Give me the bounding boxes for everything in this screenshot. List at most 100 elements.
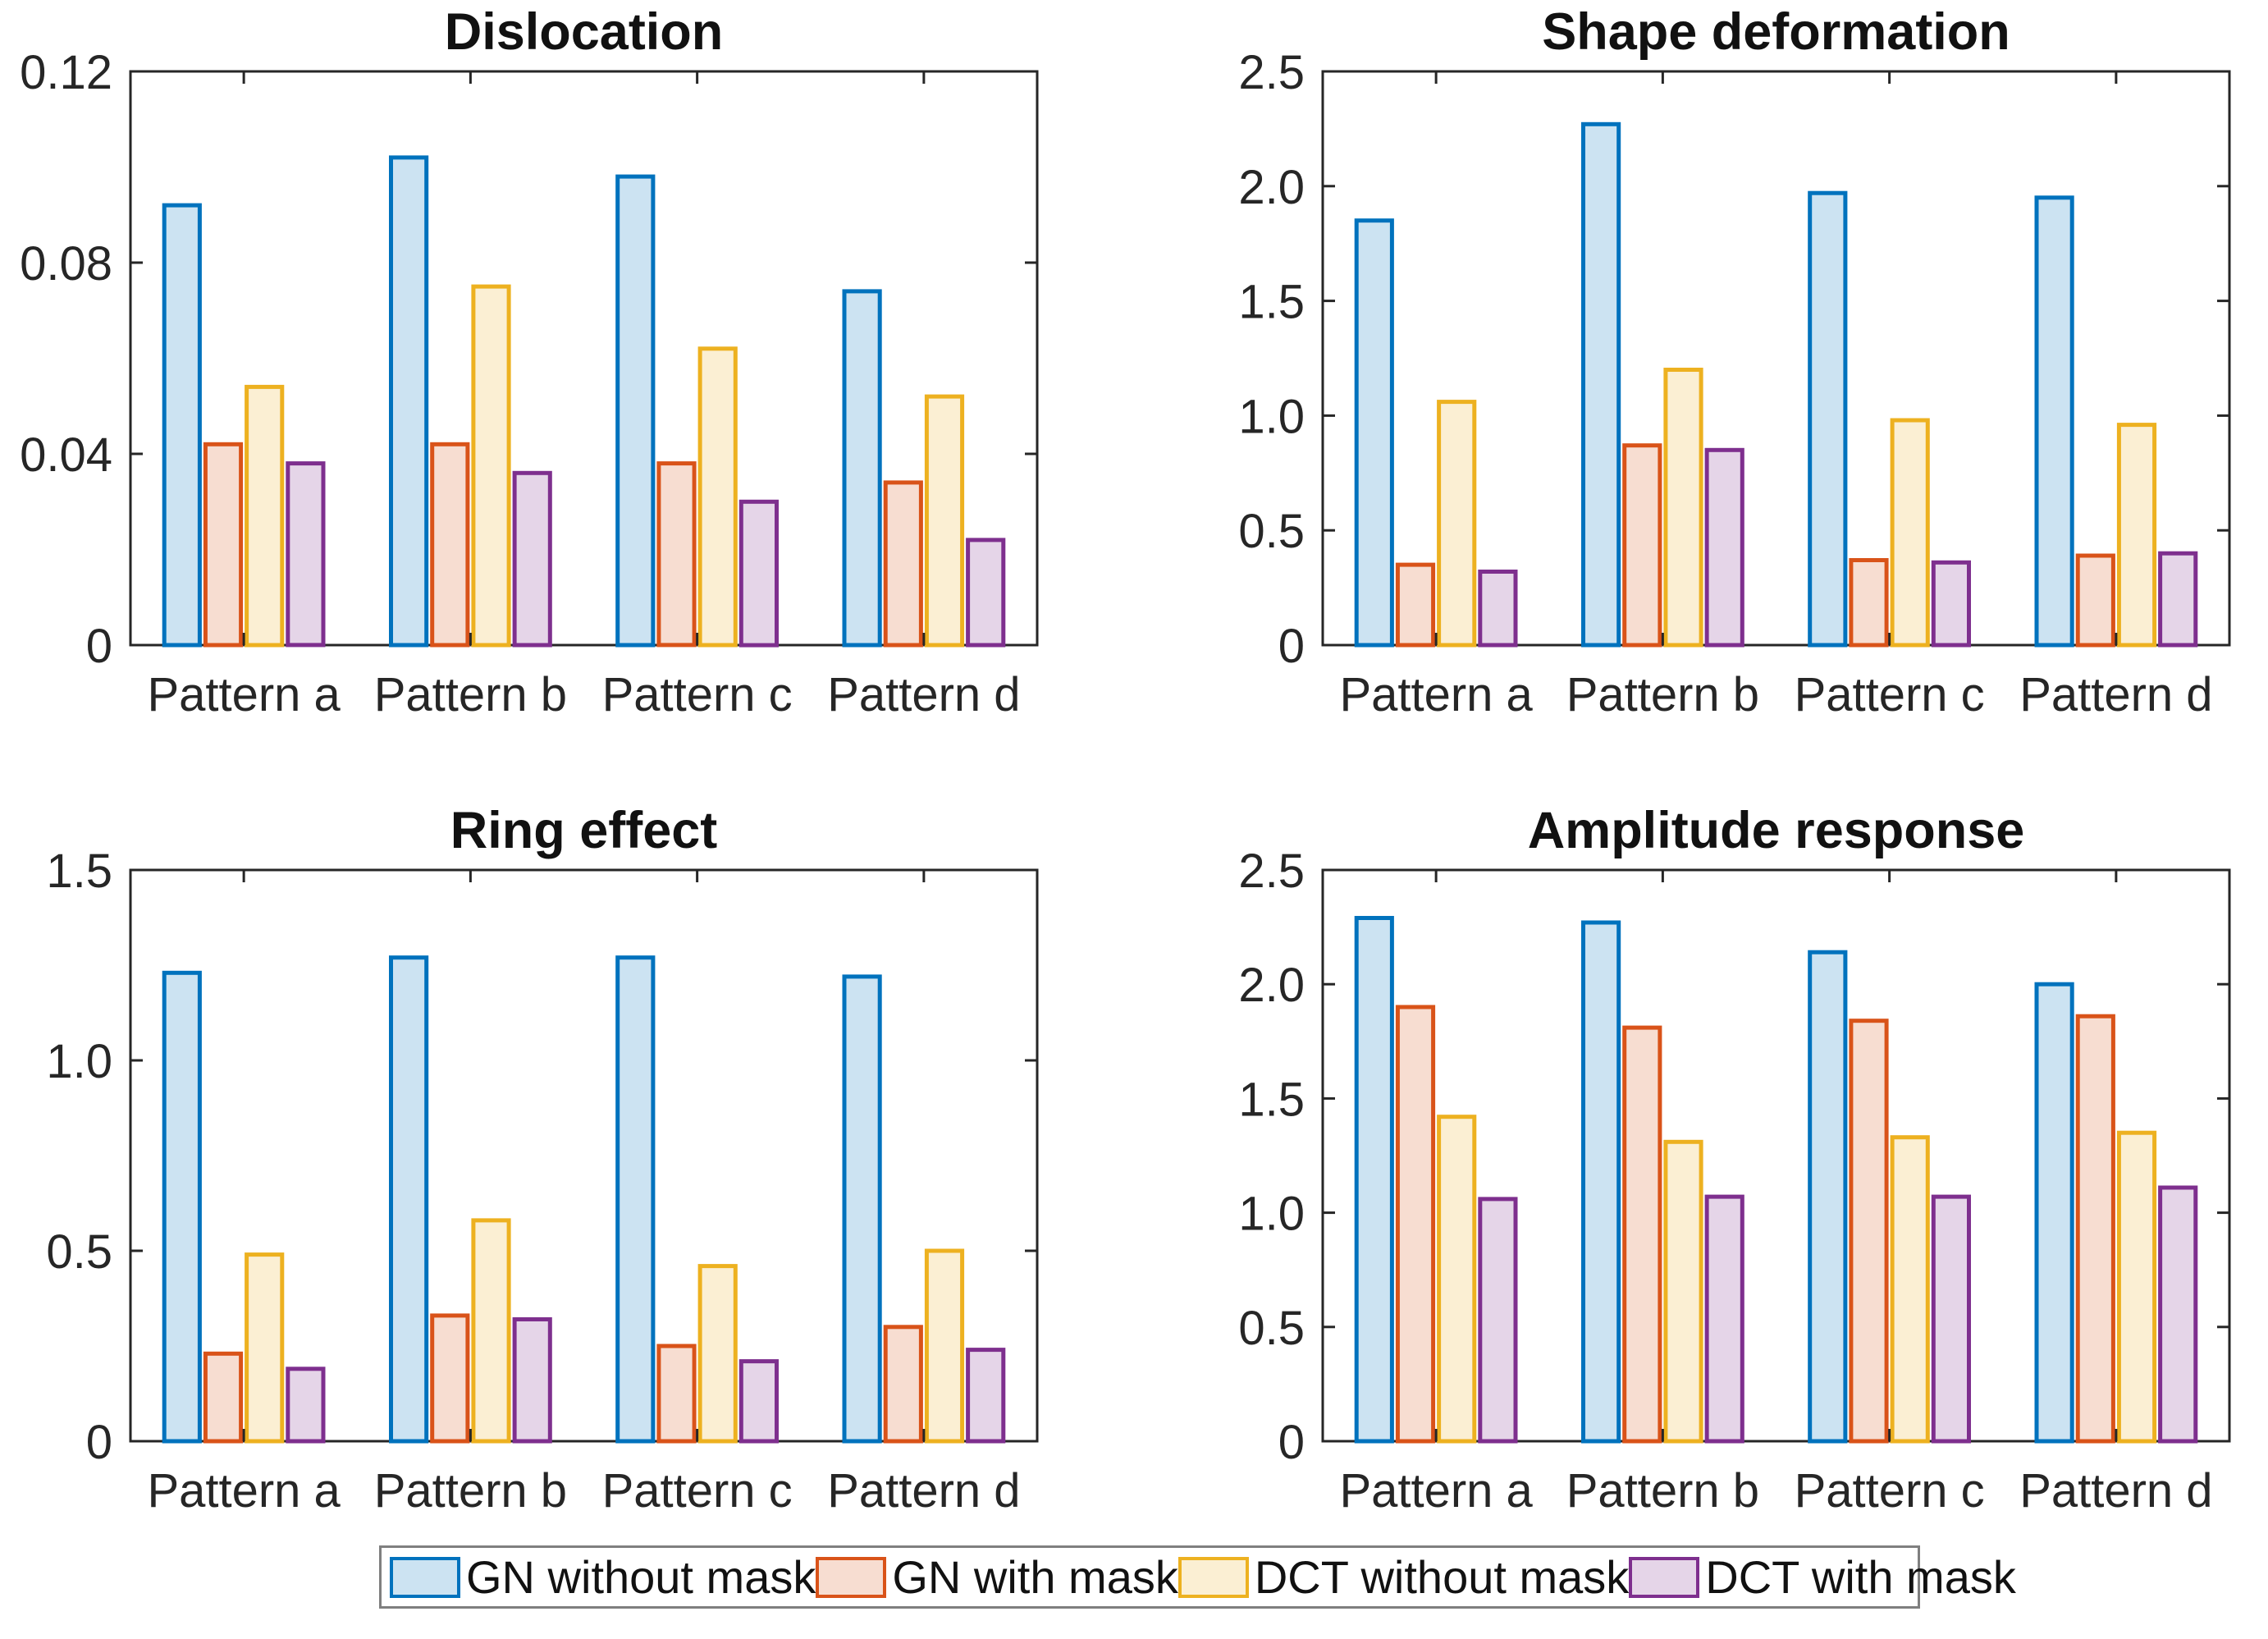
y-tick-label: 0.5 [1238, 505, 1305, 558]
bar-dct-with-mask-pattern-b [512, 1317, 552, 1444]
bar-dct-with-mask-pattern-a [286, 461, 326, 648]
bar-gn-without-mask-pattern-d [2034, 982, 2074, 1444]
bar-dct-without-mask-pattern-b [1663, 1139, 1703, 1444]
bar-gn-with-mask-pattern-d [2075, 1014, 2115, 1444]
x-tick-label: Pattern d [2019, 668, 2212, 721]
y-tick-label: 0.08 [20, 237, 112, 291]
x-tick-label: Pattern b [1566, 1464, 1759, 1518]
y-tick-label: 1.5 [1238, 1073, 1305, 1126]
bar-gn-with-mask-pattern-b [1622, 443, 1662, 648]
bar-gn-with-mask-pattern-c [656, 461, 697, 648]
y-tick-label: 2.0 [1238, 959, 1305, 1012]
bar-dct-without-mask-pattern-c [1890, 418, 1930, 648]
bar-gn-without-mask-pattern-a [162, 970, 202, 1444]
bar-gn-without-mask-pattern-b [1581, 121, 1621, 648]
y-tick-label: 0.5 [46, 1225, 112, 1279]
x-tick-label: Pattern b [374, 668, 567, 721]
bar-gn-without-mask-pattern-c [615, 174, 656, 648]
x-tick-label: Pattern b [1566, 668, 1759, 721]
legend-label: GN without mask [466, 1550, 816, 1603]
plot-box [1321, 868, 2231, 1443]
chart-title-ring-effect: Ring effect [450, 802, 718, 859]
bar-dct-with-mask-pattern-b [1704, 447, 1744, 648]
bar-dct-with-mask-pattern-a [1478, 570, 1518, 648]
bar-gn-without-mask-pattern-d [842, 289, 882, 648]
bar-dct-without-mask-pattern-a [1437, 1115, 1477, 1444]
y-tick-label: 2.5 [1238, 46, 1305, 99]
bar-gn-with-mask-pattern-a [203, 442, 244, 648]
bar-dct-with-mask-pattern-c [1931, 1194, 1972, 1444]
legend: GN without mask GN with mask DCT without… [379, 1545, 2016, 1609]
bar-gn-with-mask-pattern-a [1395, 1005, 1436, 1444]
bar-dct-with-mask-pattern-b [1704, 1194, 1744, 1444]
bar-dct-with-mask-pattern-d [2158, 551, 2198, 648]
bar-gn-without-mask-pattern-b [389, 955, 429, 1444]
bar-dct-with-mask-pattern-c [738, 499, 779, 648]
bar-dct-with-mask-pattern-a [1478, 1197, 1518, 1444]
y-tick-label: 0 [86, 1416, 112, 1469]
legend-swatch-gn-with-mask [816, 1556, 887, 1598]
plot-box [129, 70, 1039, 647]
bar-dct-without-mask-pattern-d [924, 1248, 965, 1444]
bar-gn-with-mask-pattern-c [1849, 1019, 1889, 1444]
y-tick-label: 1.0 [1238, 390, 1305, 443]
y-tick-label: 1.0 [1238, 1188, 1305, 1241]
x-tick-label: Pattern c [1795, 668, 1985, 721]
y-tick-label: 1.5 [46, 845, 112, 898]
legend-label: GN with mask [892, 1550, 1178, 1603]
bar-dct-with-mask-pattern-d [966, 1348, 1006, 1444]
x-tick-label: Pattern a [147, 668, 341, 721]
bar-gn-without-mask-pattern-c [1808, 190, 1848, 648]
bar-dct-without-mask-pattern-d [924, 394, 965, 648]
y-tick-label: 0 [86, 620, 112, 673]
y-tick-label: 1.5 [1238, 276, 1305, 329]
legend-item-dct-without-mask: DCT without mask [1177, 1550, 1630, 1603]
legend-swatch-dct-with-mask [1629, 1556, 1700, 1598]
bar-gn-without-mask-pattern-a [1354, 916, 1394, 1444]
legend-swatch-dct-without-mask [1177, 1556, 1249, 1598]
chart-shape-deformation: 0 0.5 1.0 1.5 2.0 2.5 Pattern a Pattern b Patter… [1238, 46, 2231, 721]
bar-dct-without-mask-pattern-b [471, 284, 511, 648]
bar-gn-with-mask-pattern-b [1622, 1025, 1662, 1444]
chart-title-shape-deformation: Shape deformation [1542, 3, 2010, 61]
bar-gn-with-mask-pattern-a [1395, 562, 1436, 648]
bar-dct-without-mask-pattern-c [697, 1264, 738, 1444]
bar-gn-without-mask-pattern-b [389, 155, 429, 648]
legend-label: DCT without mask [1254, 1550, 1630, 1603]
y-tick-label: 2.0 [1238, 161, 1305, 214]
chart-ring-effect: 0 0.5 1.0 1.5 Pattern a Pattern b Pattern c Pat… [46, 845, 1039, 1518]
bar-dct-with-mask-pattern-d [966, 538, 1006, 648]
bar-dct-with-mask-pattern-c [1931, 560, 1972, 648]
y-tick-label: 0 [1278, 1416, 1305, 1469]
chart-title-dislocation: Dislocation [444, 3, 724, 61]
y-tick-label: 2.5 [1238, 845, 1305, 898]
bar-gn-with-mask-pattern-d [883, 1325, 923, 1444]
bar-gn-without-mask-pattern-b [1581, 920, 1621, 1444]
bar-dct-with-mask-pattern-c [738, 1359, 779, 1444]
legend-swatch-gn-without-mask [390, 1556, 460, 1598]
y-tick-label: 0.12 [20, 46, 112, 99]
bar-gn-with-mask-pattern-d [2075, 553, 2115, 648]
bar-dct-without-mask-pattern-c [697, 346, 738, 648]
x-tick-label: Pattern a [1339, 668, 1533, 721]
bar-gn-without-mask-pattern-d [842, 974, 882, 1444]
plot-box [129, 868, 1039, 1443]
bar-dct-without-mask-pattern-d [2116, 1130, 2157, 1444]
x-tick-label: Pattern c [1795, 1464, 1985, 1518]
bar-gn-without-mask-pattern-a [1354, 218, 1394, 648]
bar-gn-with-mask-pattern-c [1849, 558, 1889, 648]
bar-dct-without-mask-pattern-b [1663, 368, 1703, 648]
x-tick-label: Pattern a [1339, 1464, 1533, 1518]
bar-gn-with-mask-pattern-b [430, 1313, 470, 1444]
y-tick-label: 0.04 [20, 428, 112, 482]
x-tick-label: Pattern b [374, 1464, 567, 1518]
bar-gn-without-mask-pattern-c [615, 955, 656, 1444]
bar-dct-without-mask-pattern-a [245, 1252, 285, 1444]
chart-title-amplitude-response: Amplitude response [1527, 802, 2025, 859]
x-tick-label: Pattern d [827, 1464, 1020, 1518]
bar-gn-without-mask-pattern-d [2034, 195, 2074, 648]
bar-gn-with-mask-pattern-d [883, 480, 923, 648]
legend-item-dct-with-mask: DCT with mask [1629, 1554, 2016, 1600]
bar-gn-with-mask-pattern-a [203, 1351, 244, 1444]
